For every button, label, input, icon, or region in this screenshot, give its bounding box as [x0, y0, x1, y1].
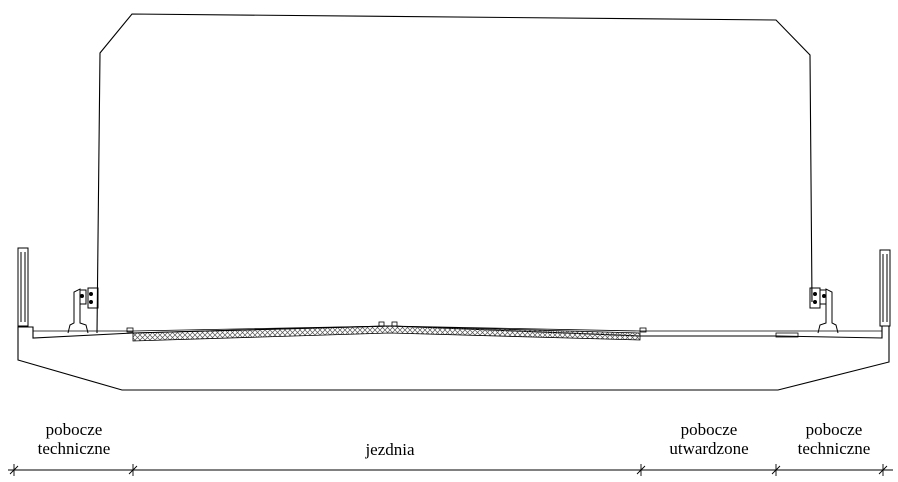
deck-slab — [17, 325, 890, 391]
shoulder-plate-right — [775, 332, 799, 338]
right-guardrail — [809, 287, 839, 334]
road-marker-left — [126, 327, 134, 333]
road-marker-right — [639, 327, 647, 333]
road-marker-center-1 — [378, 321, 385, 327]
left-guardrail — [67, 287, 99, 334]
road-marker-center-2 — [391, 321, 398, 327]
zone-label-paved-shoulder: pobocze utwardzone — [669, 420, 749, 458]
zone-label-left-technical: pobocze techniczne — [37, 420, 111, 458]
zone-label-roadway: jezdnia — [365, 440, 415, 459]
zone-label-right-technical: pobocze techniczne — [797, 420, 871, 458]
asphalt-layer — [132, 325, 641, 342]
dimension-line — [8, 464, 893, 476]
clearance-gauge-outline — [96, 13, 813, 334]
right-railing — [879, 249, 891, 327]
left-railing — [17, 247, 29, 327]
